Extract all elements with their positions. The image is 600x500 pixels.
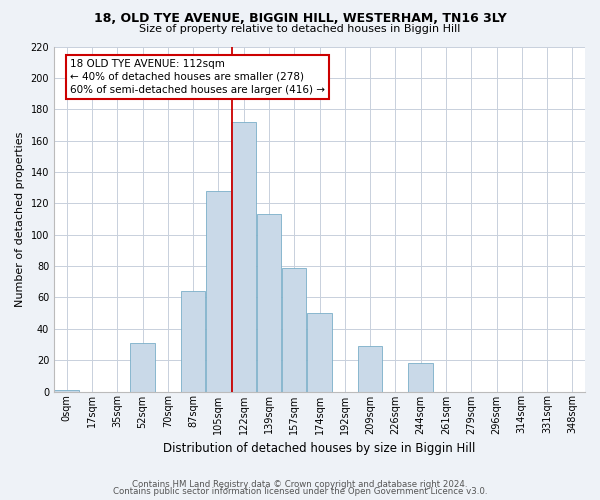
Bar xyxy=(409,364,433,392)
Y-axis label: Number of detached properties: Number of detached properties xyxy=(15,132,25,306)
Bar xyxy=(130,343,155,392)
X-axis label: Distribution of detached houses by size in Biggin Hill: Distribution of detached houses by size … xyxy=(163,442,476,455)
Text: Contains public sector information licensed under the Open Government Licence v3: Contains public sector information licen… xyxy=(113,487,487,496)
Text: 18 OLD TYE AVENUE: 112sqm
← 40% of detached houses are smaller (278)
60% of semi: 18 OLD TYE AVENUE: 112sqm ← 40% of detac… xyxy=(70,58,325,95)
Bar xyxy=(181,291,205,392)
Bar xyxy=(358,346,382,392)
Bar xyxy=(282,268,307,392)
Text: Size of property relative to detached houses in Biggin Hill: Size of property relative to detached ho… xyxy=(139,24,461,34)
Text: Contains HM Land Registry data © Crown copyright and database right 2024.: Contains HM Land Registry data © Crown c… xyxy=(132,480,468,489)
Bar xyxy=(55,390,79,392)
Text: 18, OLD TYE AVENUE, BIGGIN HILL, WESTERHAM, TN16 3LY: 18, OLD TYE AVENUE, BIGGIN HILL, WESTERH… xyxy=(94,12,506,26)
Bar xyxy=(232,122,256,392)
Bar xyxy=(307,313,332,392)
Bar xyxy=(206,191,230,392)
Bar xyxy=(257,214,281,392)
